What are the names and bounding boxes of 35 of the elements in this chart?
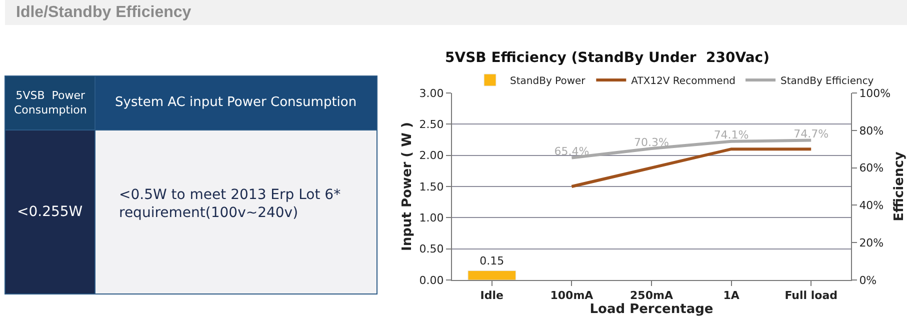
data-label: 70.3% bbox=[634, 136, 669, 149]
x-tick-label: 250mA bbox=[630, 289, 674, 302]
y-tick-label: 1.00 bbox=[419, 212, 444, 225]
text: <0.5W to meet 2013 Erp Lot 6* requirement(100v~240v) bbox=[119, 187, 341, 222]
chart-title: 5VSB Efficiency (StandBy Under 230Vac) bbox=[445, 50, 770, 66]
data-label: 0.15 bbox=[480, 254, 504, 268]
y2-tick-label: 80% bbox=[859, 124, 884, 138]
y-tick-label: 2.00 bbox=[419, 149, 444, 162]
y-tick-label: 0.00 bbox=[419, 274, 444, 287]
text: <0.255W bbox=[17, 204, 83, 220]
legend-label: ATX12V Recommend bbox=[631, 76, 736, 87]
y-tick-label: 0.50 bbox=[419, 242, 444, 256]
x-tick-label: 100mA bbox=[550, 289, 594, 302]
text: Idle/Standby Efficiency bbox=[16, 4, 192, 21]
y2-tick-label: 60% bbox=[859, 162, 884, 175]
y-tick-label: 1.50 bbox=[419, 180, 444, 194]
data-label: 74.7% bbox=[794, 128, 829, 141]
legend-label: StandBy Power bbox=[510, 76, 586, 87]
y2-tick-label: 0% bbox=[859, 274, 877, 287]
y-tick-label: 2.50 bbox=[419, 118, 444, 132]
y2-tick-label: 100% bbox=[859, 86, 891, 100]
y2-axis-title: Efficiency bbox=[892, 151, 907, 222]
y2-tick-label: 40% bbox=[859, 199, 884, 212]
text: System AC input Power Consumption bbox=[115, 95, 357, 110]
data-label: 65.4% bbox=[554, 144, 590, 158]
text: 5VSB Power Consumption bbox=[14, 89, 87, 116]
x-tick-label: Full load bbox=[784, 289, 838, 302]
y-tick-label: 3.00 bbox=[419, 86, 444, 100]
legend-label: StandBy Efficiency bbox=[780, 76, 874, 87]
x-tick-label: 1A bbox=[723, 289, 740, 302]
x-axis-title: Load Percentage bbox=[590, 302, 714, 318]
y2-tick-label: 20% bbox=[859, 236, 884, 250]
x-tick-label: Idle bbox=[480, 289, 504, 302]
y-axis-title: Input Power ( W ) bbox=[400, 122, 416, 251]
data-label: 74.1% bbox=[714, 128, 749, 142]
